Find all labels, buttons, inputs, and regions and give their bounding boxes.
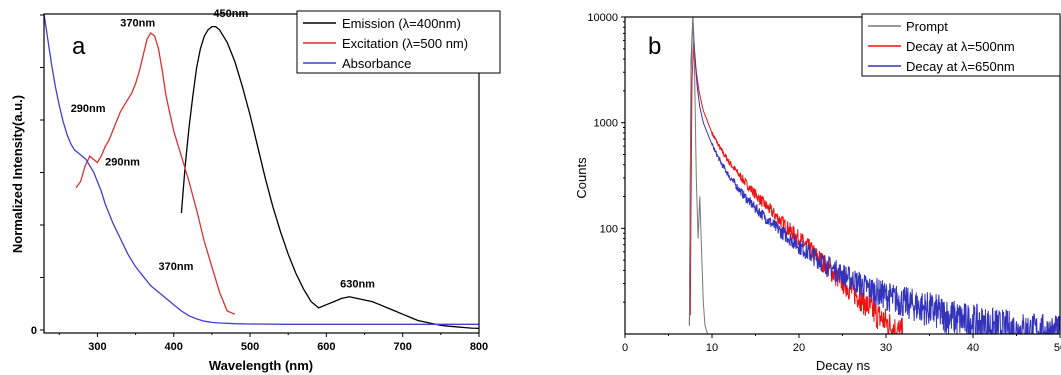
panel-a-series-emission-400nm bbox=[180, 25, 480, 330]
panel-a-legend-label: Absorbance bbox=[342, 56, 411, 71]
panel-a-annotation-5: 630nm bbox=[340, 278, 375, 290]
panel-b-x-axis-label: Decay ns bbox=[816, 358, 871, 373]
panel-b-letter: b bbox=[648, 33, 661, 60]
panel-a-annotation-2: 290nm bbox=[71, 103, 106, 115]
panel-a-x-tick-label: 300 bbox=[88, 341, 106, 353]
panel-a-legend: Emission (λ=400nm) Excitation (λ=500 nm) A… bbox=[296, 10, 501, 74]
panel-b-x-tick-label: 20 bbox=[793, 342, 805, 354]
panel-b-x-tick-label: 10 bbox=[706, 342, 718, 354]
panel-a-series-absorbance bbox=[43, 13, 479, 325]
panel-b-x-tick-label: 40 bbox=[967, 342, 979, 354]
panel-a-y-axis-label: Normalized Intensity(a.u.) bbox=[10, 95, 25, 253]
panel-b-x-tick-label: 0 bbox=[622, 342, 628, 354]
panel-a-x-axis-label: Wavelength (nm) bbox=[209, 358, 313, 373]
panel-b-y-tick-label: 1000 bbox=[594, 118, 618, 130]
panel-a-x-tick-label: 800 bbox=[470, 341, 488, 353]
panel-a-letter: a bbox=[72, 33, 86, 60]
panel-b-x-tick-label: 50 bbox=[1054, 342, 1061, 354]
panel-b-series-decay-at-650nm bbox=[688, 16, 1061, 335]
panel-a-legend-label: Emission (λ=400nm) bbox=[342, 16, 461, 31]
panel-a-x-tick-label: 400 bbox=[165, 341, 183, 353]
panel-a-x-tick-label: 600 bbox=[317, 341, 335, 353]
panel-b: 0 10 20 30 40 50 100 1000 10000 b Decay ns Coun… bbox=[574, 12, 1061, 373]
panel-a-series-excitation-500-nm bbox=[75, 32, 236, 315]
panel-b-series-prompt bbox=[688, 16, 709, 335]
panel-b-y-tick-label: 10000 bbox=[587, 12, 618, 24]
panel-a-x-tick-label: 700 bbox=[394, 341, 412, 353]
panel-b-legend: Prompt Decay at λ=500nm Decay at λ=650nm bbox=[861, 13, 1061, 77]
panel-a-annotation-0: 370nm bbox=[120, 18, 155, 30]
panel-b-y-axis-label: Counts bbox=[574, 157, 589, 199]
panel-a-axes-frame bbox=[43, 13, 480, 334]
panel-b-series-decay-at-500nm bbox=[689, 40, 904, 335]
panel-b-y-tick-label: 100 bbox=[600, 223, 618, 235]
panel-b-legend-label: Prompt bbox=[906, 19, 948, 34]
panel-a-annotation-4: 370nm bbox=[159, 261, 194, 273]
panel-a-y-tick-label: 0 bbox=[31, 325, 37, 337]
panel-a-x-tick-label: 500 bbox=[241, 341, 259, 353]
panel-b-legend-label: Decay at λ=500nm bbox=[906, 39, 1015, 54]
panel-b-legend-label: Decay at λ=650nm bbox=[906, 59, 1015, 74]
panel-a-annotation-3: 290nm bbox=[105, 157, 140, 169]
panel-a-legend-label: Excitation (λ=500 nm) bbox=[342, 36, 468, 51]
panel-b-x-tick-label: 30 bbox=[880, 342, 892, 354]
